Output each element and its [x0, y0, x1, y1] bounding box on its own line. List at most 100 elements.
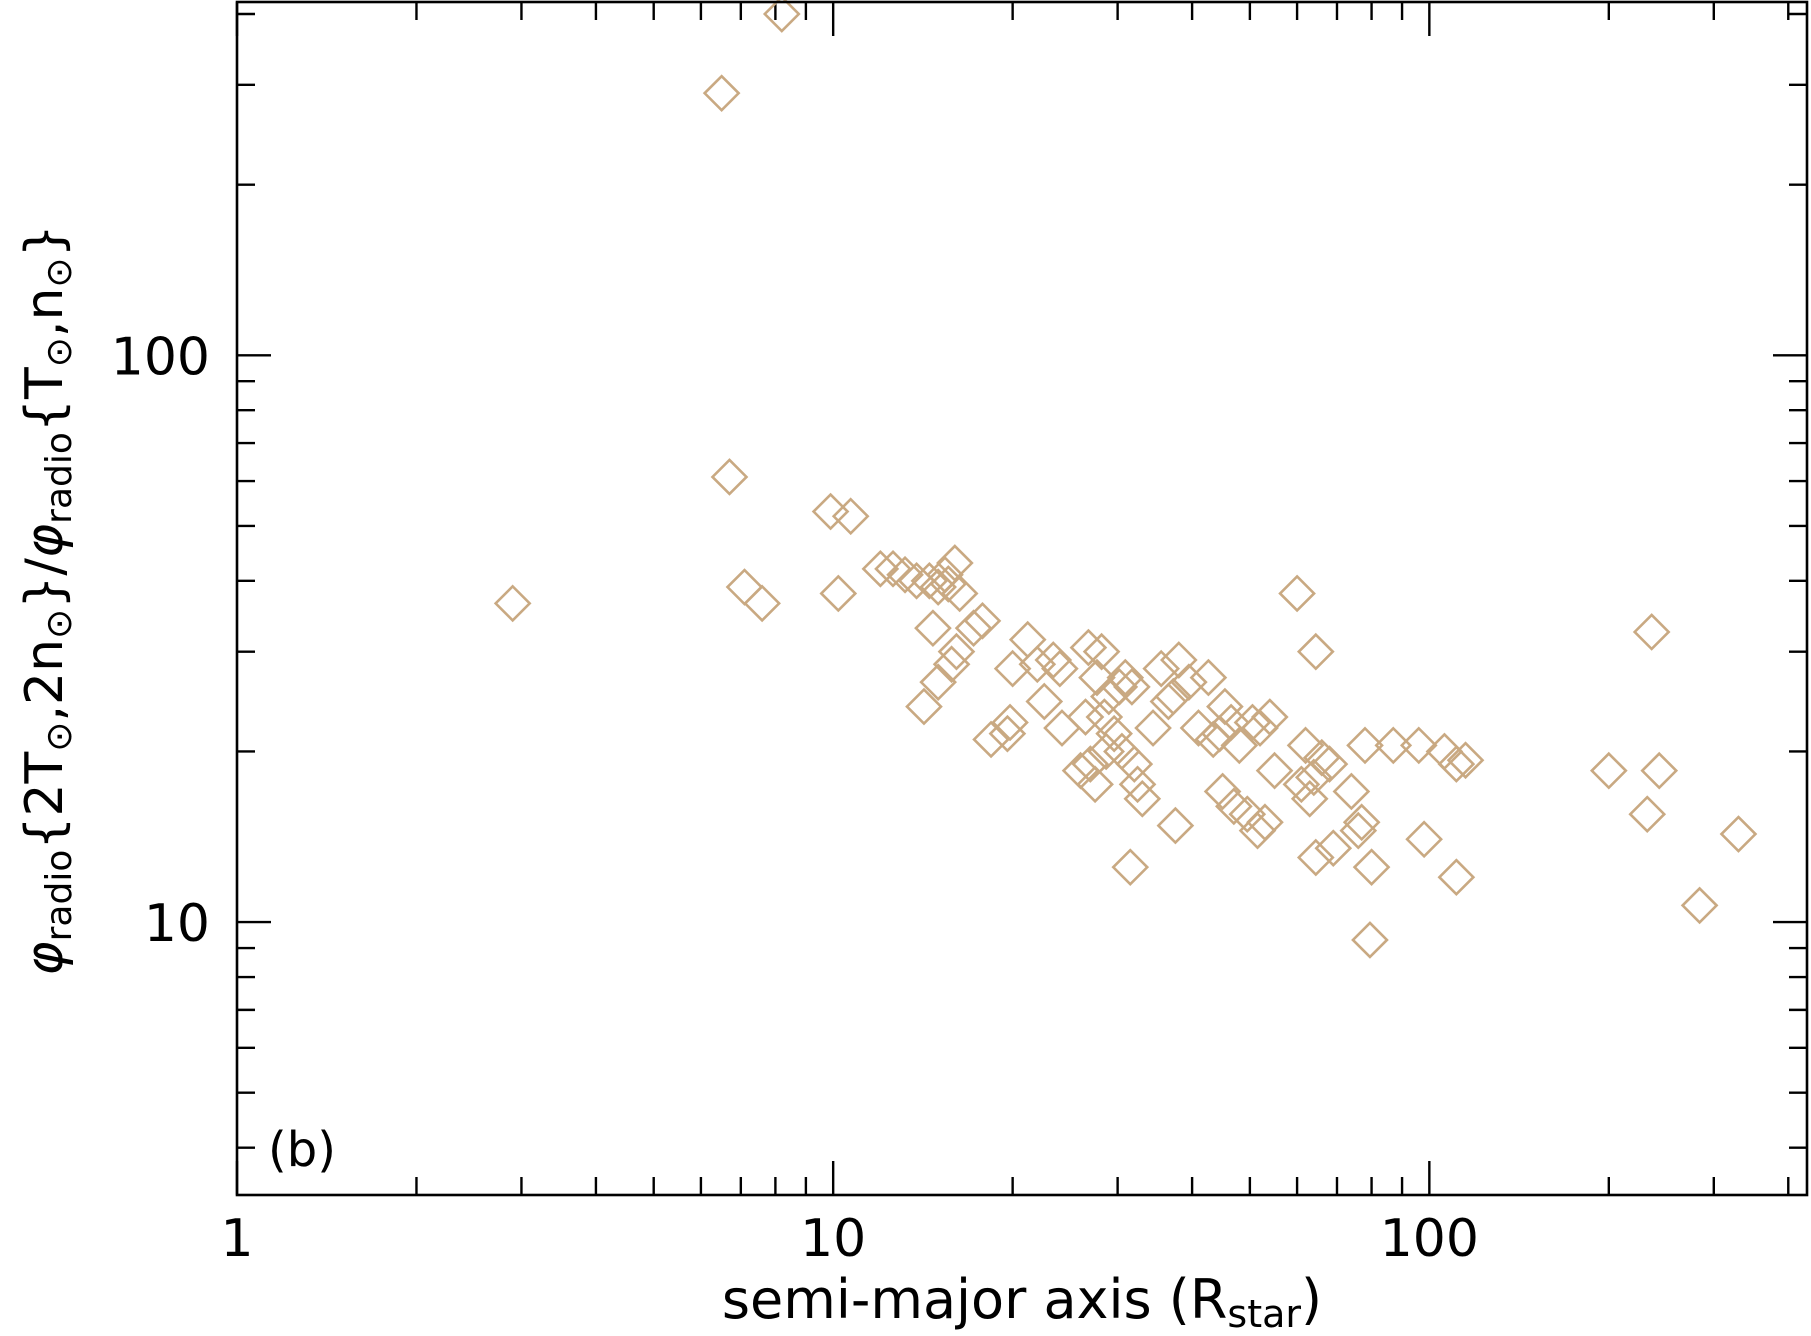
data-point [1156, 806, 1195, 845]
data-point [1332, 772, 1371, 811]
data-point [1632, 613, 1671, 651]
y-axis-label: φradio{2T⊙,2n⊙}/φradio{T⊙,n⊙} [15, 224, 80, 975]
data-point [1069, 628, 1108, 667]
data-point [919, 568, 957, 606]
data-point [1018, 645, 1057, 684]
data-point [1351, 921, 1389, 959]
data-point [1346, 726, 1384, 765]
data-point [725, 568, 764, 606]
data-point [762, 0, 801, 33]
data-point [1100, 668, 1139, 706]
data-point [1352, 848, 1391, 886]
data-point [1374, 726, 1413, 765]
data-markers [493, 0, 1758, 959]
data-point [1200, 714, 1239, 753]
data-point [1076, 765, 1114, 804]
data-point [914, 609, 952, 648]
data-point [993, 649, 1032, 688]
data-point [1220, 726, 1259, 765]
data-point [1123, 779, 1162, 818]
data-point [1719, 815, 1758, 853]
data-point [743, 584, 781, 623]
data-point [919, 663, 957, 702]
data-point [1066, 698, 1105, 736]
data-point [1034, 641, 1073, 679]
data-point [1286, 726, 1325, 765]
data-point [1680, 886, 1719, 925]
data-point [710, 458, 749, 496]
data-point [1071, 745, 1110, 783]
data-point [1106, 658, 1145, 697]
tick-labels: 1 10 100 10 100 [111, 327, 1479, 1269]
data-point [493, 584, 532, 623]
data-point [940, 574, 979, 613]
data-point [811, 492, 850, 531]
data-point [1025, 682, 1064, 721]
data-point [874, 549, 912, 588]
y-tick-label: 100 [111, 327, 210, 387]
data-point [1115, 745, 1154, 783]
panel-label: (b) [268, 1122, 336, 1178]
x-tick-label: 1 [220, 1209, 253, 1269]
data-point [1142, 649, 1181, 688]
data-point [1405, 820, 1443, 859]
data-point [1078, 658, 1116, 697]
data-point [1206, 687, 1244, 726]
data-point [1189, 658, 1228, 697]
data-point [1640, 751, 1679, 790]
data-point [1314, 829, 1353, 868]
data-point [1008, 620, 1047, 659]
data-point [1154, 677, 1193, 716]
data-point [1290, 779, 1329, 818]
data-point [1310, 745, 1349, 783]
data-point [1087, 732, 1125, 771]
data-point [1233, 703, 1272, 742]
data-point [1296, 632, 1335, 671]
data-point [1399, 726, 1438, 765]
plot-frame [235, 0, 1809, 1197]
data-point [905, 687, 943, 726]
data-point [972, 720, 1010, 759]
data-point [1159, 641, 1198, 679]
data-point [1212, 703, 1250, 742]
data-point [1628, 795, 1667, 834]
y-tick-label: 10 [144, 894, 210, 954]
data-point [1203, 772, 1242, 811]
data-point [1082, 632, 1121, 671]
data-point [1118, 765, 1157, 804]
data-point [1250, 698, 1289, 736]
axis-ticks [235, 2, 1807, 1195]
x-tick-label: 10 [800, 1209, 866, 1269]
data-point [1238, 811, 1277, 850]
data-point [1342, 803, 1381, 842]
data-point [1113, 668, 1151, 706]
data-point [937, 632, 976, 671]
data-point [1437, 858, 1476, 897]
data-point [1043, 709, 1081, 747]
data-point [932, 645, 971, 684]
data-point [702, 74, 741, 113]
data-point [954, 609, 993, 648]
data-point [1241, 709, 1279, 747]
data-point [1095, 714, 1133, 753]
data-point [1085, 698, 1124, 736]
x-tick-label: 100 [1380, 1209, 1479, 1269]
data-point [1228, 795, 1267, 834]
data-point [1446, 741, 1485, 780]
data-point [1296, 838, 1335, 877]
data-point [1179, 709, 1218, 747]
data-point [861, 549, 900, 588]
x-axis-label: semi-major axis (Rstar) [722, 1268, 1322, 1336]
data-point [1170, 663, 1208, 702]
data-point [991, 703, 1029, 742]
data-point [988, 714, 1027, 753]
data-point [1041, 649, 1079, 688]
data-point [1255, 751, 1294, 790]
data-point [886, 555, 924, 594]
data-point [1111, 848, 1150, 886]
data-point [1134, 709, 1172, 747]
data-point [1061, 751, 1100, 790]
data-point [819, 574, 858, 613]
data-point [1282, 765, 1321, 804]
